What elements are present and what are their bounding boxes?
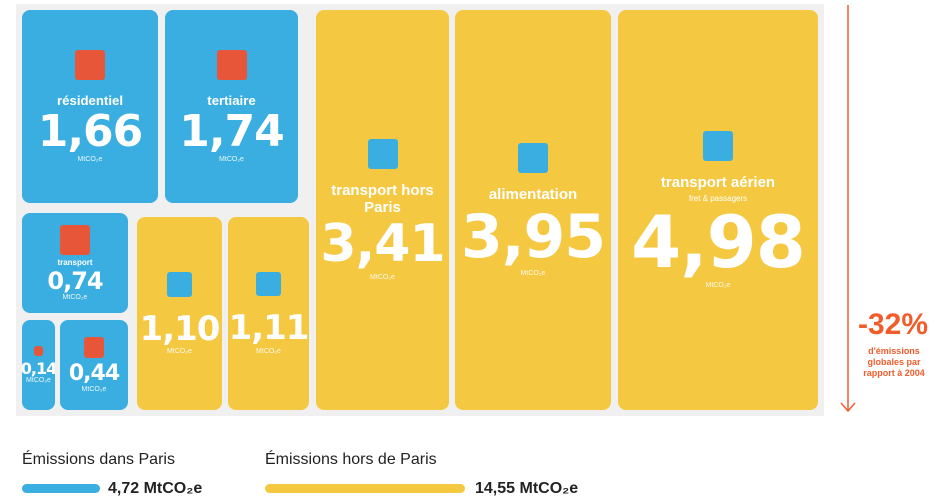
legend-total: 4,72 MtCO₂e (108, 480, 203, 497)
icon (75, 49, 105, 80)
tile: résidentiel 1,66 MtCO₂e (22, 10, 158, 203)
tile-label: tertiaire (207, 92, 256, 108)
icon (60, 224, 90, 255)
tile-value: 1,11 (228, 308, 309, 349)
legend-bar (22, 484, 100, 493)
tile: alimentation 3,95 MtCO₂e (455, 10, 611, 410)
tile: 0,44 MtCO₂e (60, 320, 128, 410)
tile-value: 0,74 (47, 266, 103, 295)
tile-unit: MtCO₂e (62, 294, 88, 302)
tile-sublabel: fret & passagers (688, 193, 748, 203)
reduction-text: d'émissions globales par rapport à 2004 (863, 346, 925, 378)
tile-unit: MtCO₂e (370, 273, 395, 281)
arrow (840, 5, 856, 413)
tile-value: 1,10 (139, 309, 221, 350)
icon (216, 49, 247, 80)
icon (166, 271, 193, 298)
tile: 1,10 MtCO₂e (137, 217, 222, 410)
tile-unit: MtCO₂e (26, 377, 51, 385)
reduction-value: -32% (857, 308, 929, 341)
tile-value: 3,95 (460, 201, 606, 272)
tile-value: 3,41 (320, 214, 445, 275)
tile-label: transport (57, 257, 93, 267)
tile-unit: MtCO₂e (81, 385, 107, 393)
tile: transport 0,74 MtCO₂e (22, 213, 128, 313)
tile-value: 0,14 (22, 358, 55, 378)
tile-value: 1,66 (37, 106, 144, 158)
tile-label: transport hors Paris (331, 182, 434, 216)
icon (703, 131, 733, 162)
tile: 1,11 MtCO₂e (228, 217, 309, 410)
tile-value: 4,98 (631, 199, 806, 284)
tile-unit: MtCO₂e (219, 156, 244, 164)
tile-unit: MtCO₂e (167, 348, 192, 356)
tile-unit: MtCO₂e (520, 269, 546, 277)
tile-unit: MtCO₂e (705, 281, 731, 289)
icon (83, 337, 105, 358)
tile-value: 0,44 (68, 360, 120, 386)
legend-bar (265, 484, 465, 493)
legend-name: Émissions hors de Paris (265, 451, 437, 468)
tile: transport hors Paris 3,41 MtCO₂e (316, 10, 449, 410)
tile: tertiaire 1,74 MtCO₂e (165, 10, 298, 203)
tile: transport aérien fret & passagers 4,98 MtCO… (618, 10, 818, 410)
tile-unit: MtCO₂e (77, 156, 103, 164)
tile: 0,14 MtCO₂e (22, 320, 55, 410)
legend-total: 14,55 MtCO₂e (475, 480, 579, 497)
icon (518, 143, 548, 174)
tile-value: 1,74 (179, 106, 285, 158)
tile-label: résidentiel (57, 92, 123, 108)
icon (367, 139, 398, 170)
tile-label: alimentation (488, 186, 578, 204)
icon (256, 272, 281, 297)
icon (33, 345, 44, 356)
tile-label: transport aérien (660, 174, 776, 192)
tile-unit: MtCO₂e (256, 347, 281, 355)
legend-name: Émissions dans Paris (22, 451, 175, 468)
